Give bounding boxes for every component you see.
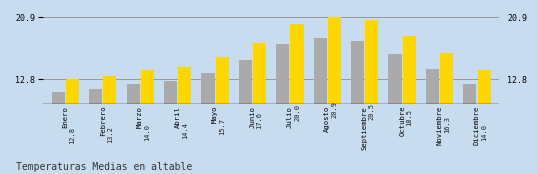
Bar	[239, 60, 252, 174]
Bar	[66, 79, 79, 174]
Bar	[276, 44, 289, 174]
Text: 12.8: 12.8	[69, 127, 76, 144]
Text: 20.9: 20.9	[331, 101, 337, 118]
Text: 14.0: 14.0	[481, 124, 487, 141]
Bar	[328, 17, 341, 174]
Text: 15.7: 15.7	[219, 118, 225, 135]
Bar	[104, 76, 117, 174]
Text: Temperaturas Medias en altable: Temperaturas Medias en altable	[16, 162, 192, 172]
Bar	[314, 38, 326, 174]
Text: 16.3: 16.3	[444, 116, 449, 133]
Bar	[291, 24, 303, 174]
Bar	[178, 67, 191, 174]
Text: 14.4: 14.4	[182, 122, 188, 139]
Bar	[164, 81, 177, 174]
Bar	[52, 92, 65, 174]
Bar	[477, 70, 491, 174]
Bar	[89, 89, 102, 174]
Bar	[388, 54, 402, 174]
Bar	[403, 36, 416, 174]
Bar	[201, 73, 214, 174]
Text: 20.0: 20.0	[294, 104, 300, 121]
Text: 20.5: 20.5	[369, 103, 375, 120]
Bar	[365, 21, 379, 174]
Text: 18.5: 18.5	[407, 109, 412, 126]
Bar	[463, 84, 476, 174]
Bar	[127, 84, 140, 174]
Text: 13.2: 13.2	[107, 126, 113, 143]
Bar	[141, 70, 154, 174]
Text: 17.6: 17.6	[257, 112, 263, 129]
Bar	[440, 53, 453, 174]
Text: 14.0: 14.0	[144, 124, 150, 141]
Bar	[351, 41, 364, 174]
Bar	[426, 69, 439, 174]
Bar	[216, 57, 229, 174]
Bar	[253, 43, 266, 174]
